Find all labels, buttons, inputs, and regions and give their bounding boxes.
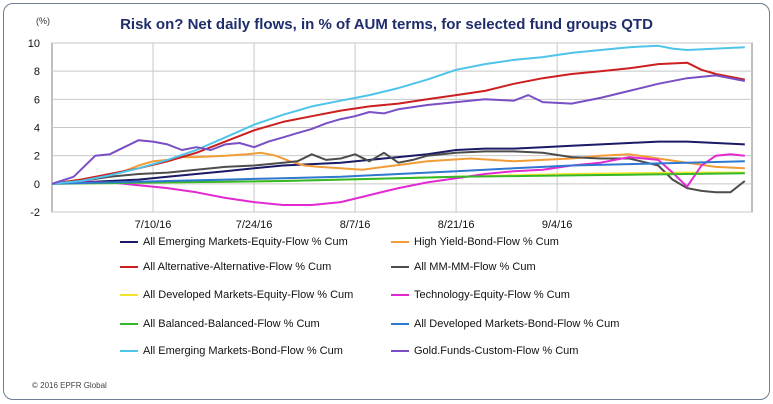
y-tick-label: 4 (34, 123, 40, 135)
series-line-1 (51, 140, 745, 185)
y-unit-label: (%) (36, 16, 50, 26)
y-tick-label: 2 (34, 151, 40, 163)
series-line-6 (51, 153, 745, 206)
x-tick-label: 9/4/16 (542, 219, 573, 231)
x-tick-label: 7/10/16 (135, 219, 172, 231)
series-line-7 (51, 172, 745, 185)
y-tick-label: 10 (28, 38, 40, 50)
y-tick-label: 0 (34, 179, 40, 191)
copyright-text: © 2016 EPFR Global (32, 381, 107, 390)
y-tick-label: 8 (34, 66, 40, 78)
y-tick-label: -2 (30, 207, 40, 219)
series-line-3 (51, 61, 745, 185)
series-line-2 (51, 151, 745, 185)
series-line-10 (51, 74, 745, 185)
x-tick-label: 8/7/16 (340, 219, 371, 231)
series-line-9 (51, 44, 745, 185)
x-tick-label: 7/24/16 (236, 219, 273, 231)
series-line-8 (51, 160, 745, 185)
x-tick-label: 8/21/16 (438, 219, 475, 231)
chart-title: Risk on? Net daily flows, in % of AUM te… (120, 16, 653, 33)
y-tick-label: 6 (34, 94, 40, 106)
